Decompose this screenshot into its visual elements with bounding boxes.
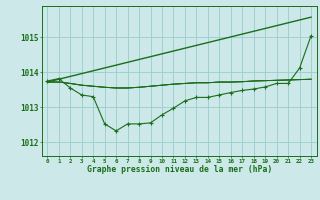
X-axis label: Graphe pression niveau de la mer (hPa): Graphe pression niveau de la mer (hPa) <box>87 165 272 174</box>
